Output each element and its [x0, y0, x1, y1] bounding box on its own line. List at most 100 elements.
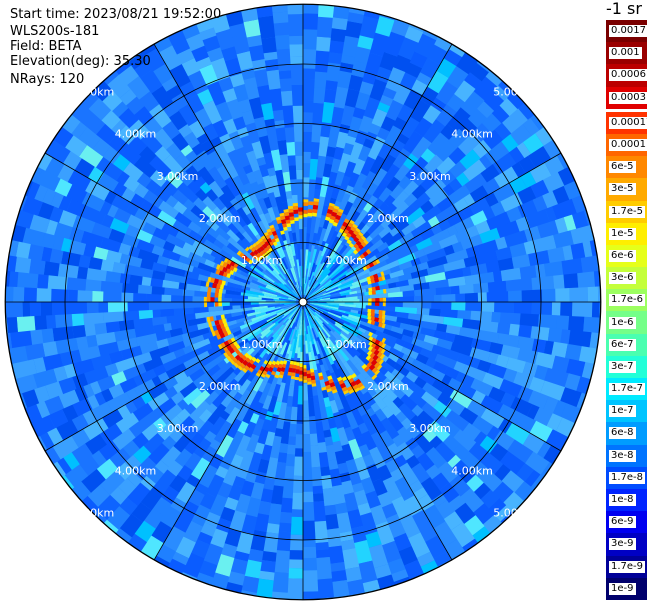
- radar-cell: [346, 579, 365, 596]
- radar-cell: [423, 504, 446, 529]
- radar-cell: [226, 272, 231, 279]
- radar-cell: [303, 199, 309, 203]
- radar-cell: [421, 288, 437, 296]
- radar-cell: [328, 304, 340, 308]
- radar-cell: [318, 4, 335, 18]
- radar-cell: [314, 315, 324, 327]
- radar-cell: [233, 83, 249, 102]
- radar-cell: [266, 311, 286, 323]
- colorbar-level-label: 0.001: [609, 47, 642, 60]
- radar-cell: [209, 494, 228, 517]
- radar-cell: [518, 155, 536, 174]
- radar-cell: [394, 338, 406, 347]
- radar-cell: [355, 304, 366, 309]
- radar-cell: [280, 421, 291, 445]
- radar-cell: [464, 173, 488, 194]
- radar-cell: [533, 407, 553, 427]
- radar-cell: [103, 70, 120, 85]
- radar-cell: [198, 560, 218, 578]
- radar-cell: [257, 428, 269, 445]
- radar-cell: [379, 94, 394, 107]
- radar-cell: [305, 308, 311, 317]
- radar-cell: [455, 229, 469, 243]
- radar-cell: [422, 241, 442, 256]
- radar-cell: [470, 378, 494, 397]
- colorbar-level: 3e-7: [606, 355, 647, 378]
- radar-cell: [223, 322, 228, 328]
- radar-cell: [340, 346, 358, 366]
- radar-cell: [522, 361, 538, 378]
- radar-cell: [329, 345, 336, 355]
- radar-cell: [185, 474, 201, 488]
- radar-cell: [225, 319, 237, 327]
- radar-cell: [331, 211, 338, 218]
- radar-cell: [198, 408, 213, 423]
- radar-cell: [317, 353, 324, 366]
- radar-cell: [286, 268, 296, 287]
- radar-cell: [89, 380, 102, 395]
- radar-cell: [353, 489, 369, 506]
- radar-cell: [338, 274, 347, 281]
- radar-cell: [329, 286, 351, 295]
- radar-cell: [453, 429, 477, 452]
- radar-cell: [316, 293, 330, 299]
- radar-cell: [178, 254, 200, 268]
- radar-cell: [33, 356, 47, 374]
- radar-cell: [339, 382, 347, 389]
- radar-cell: [332, 440, 343, 453]
- radar-cell: [265, 285, 281, 293]
- radar-cell: [111, 119, 127, 135]
- radar-cell: [225, 10, 245, 27]
- radar-cell: [175, 481, 196, 504]
- radar-cell: [495, 236, 508, 251]
- radar-cell: [420, 560, 439, 575]
- radar-cell: [157, 423, 175, 441]
- radar-cell: [185, 165, 202, 182]
- radar-cell: [60, 237, 72, 253]
- radar-cell: [213, 420, 233, 444]
- radar-cell: [162, 120, 181, 140]
- radar-cell: [260, 329, 271, 339]
- radar-cell: [518, 102, 535, 121]
- radar-cell: [226, 242, 240, 255]
- radar-cell: [319, 176, 330, 198]
- radar-cell: [267, 192, 278, 208]
- radar-cell: [232, 267, 238, 273]
- radar-cell: [132, 345, 143, 357]
- radar-cell: [433, 521, 457, 548]
- radar-cell: [241, 285, 251, 291]
- colorbar-level-label: 3e-9: [609, 538, 636, 551]
- radar-cell: [345, 311, 355, 316]
- radar-cell: [429, 228, 451, 245]
- radar-cell: [225, 263, 232, 270]
- radar-cell: [294, 217, 299, 222]
- radar-cell: [569, 406, 582, 424]
- radar-cell: [322, 322, 332, 332]
- colorbar-level: 3e-5: [606, 178, 647, 201]
- radar-cell: [382, 476, 402, 502]
- radar-cell: [277, 363, 283, 369]
- radar-cell: [291, 368, 296, 373]
- radar-cell: [385, 357, 397, 368]
- radar-cell: [345, 411, 359, 430]
- radar-cell: [343, 492, 359, 512]
- radar-cell: [543, 445, 562, 465]
- radar-cell: [241, 514, 258, 535]
- radar-cell: [265, 308, 281, 314]
- colorbar-level-label: 0.0001: [609, 139, 647, 152]
- radar-cell: [307, 209, 313, 214]
- radar-cell: [237, 365, 243, 371]
- radar-cell: [61, 113, 81, 134]
- radar-cell: [314, 277, 332, 293]
- radar-cell: [317, 308, 337, 319]
- radar-cell: [288, 165, 297, 180]
- radar-cell: [358, 385, 366, 391]
- radar-cell: [492, 152, 517, 175]
- colorbar-level-label: 0.00017: [609, 116, 647, 129]
- radar-cell: [269, 435, 282, 459]
- radar-cell: [302, 491, 314, 503]
- radar-cell: [192, 296, 203, 302]
- radar-cell: [311, 327, 318, 342]
- radar-cell: [409, 319, 421, 327]
- radar-cell: [288, 559, 303, 569]
